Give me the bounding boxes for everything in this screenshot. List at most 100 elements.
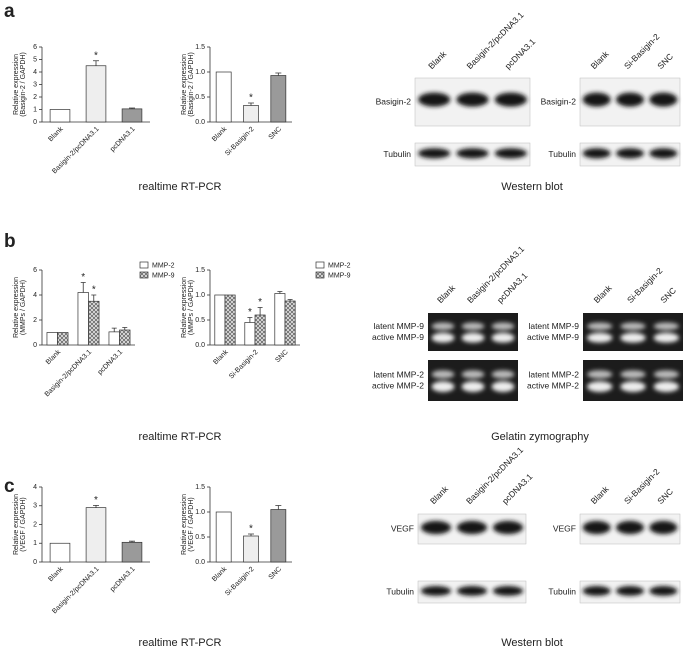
error-bar (275, 505, 282, 510)
bar (243, 535, 259, 563)
y-axis-label: (Basigin-2 / GAPDH) (188, 52, 195, 117)
significance-mark: * (249, 524, 253, 535)
bar (243, 105, 259, 123)
y-tick-label: 4 (33, 484, 37, 491)
band (582, 586, 611, 596)
bar-group (284, 300, 296, 346)
x-tick-label: Blank (211, 125, 229, 143)
band (456, 92, 489, 107)
band (492, 520, 524, 535)
bar (121, 541, 143, 563)
band (418, 148, 451, 159)
y-tick-label: 1.0 (195, 292, 205, 299)
band (582, 520, 611, 535)
y-axis-label: (VEGF / GAPDH) (188, 497, 195, 551)
y-tick-label: 0.5 (195, 317, 205, 324)
blot-row-label: latent MMP-9 (528, 321, 579, 331)
bar (46, 332, 58, 346)
lane-label: SNC (655, 51, 675, 71)
y-axis-label: Relative expression (13, 277, 20, 338)
band (587, 370, 613, 379)
y-tick-label: 3 (33, 503, 37, 510)
blot-bands (418, 148, 527, 159)
significance-mark: * (94, 50, 98, 61)
blot-bands (582, 92, 678, 107)
bar-hatch (57, 332, 69, 345)
legend-label: MMP-2 (152, 262, 175, 269)
lane-label: Blank (589, 483, 612, 506)
blot-row-label: VEGF (553, 523, 576, 533)
y-tick-label: 0.5 (195, 94, 205, 101)
bar-group (57, 332, 69, 346)
band (494, 148, 527, 159)
x-tick-label: Si-Basigin-2 (228, 349, 260, 381)
band (587, 322, 613, 331)
band (431, 332, 455, 343)
blot-bands (582, 148, 678, 159)
y-tick-label: 2 (33, 94, 37, 101)
y-axis-label: (MMPs / GAPDH) (188, 280, 195, 335)
panel-caption: realtime RT-PCR (139, 637, 222, 649)
lane-label: pcDNA3.1 (500, 471, 535, 506)
band (587, 381, 613, 392)
x-tick-label: pcDNA3.1 (109, 566, 137, 594)
band (649, 148, 678, 159)
x-tick-label: Si-Basigin-2 (224, 566, 256, 598)
band (461, 381, 485, 392)
band (620, 381, 646, 392)
blot-bands (418, 92, 527, 107)
error-bar (287, 299, 293, 301)
panel-letter: b (4, 231, 16, 252)
x-tick-label: SNC (274, 349, 289, 364)
band (491, 381, 515, 392)
blot-image (583, 360, 683, 401)
bar (121, 108, 143, 123)
bar-group (119, 329, 131, 346)
band (620, 322, 646, 331)
y-axis-label: Relative expression (181, 277, 188, 338)
band (616, 586, 644, 596)
band (620, 332, 646, 343)
legend-swatch (139, 261, 149, 269)
bar-hatch (225, 295, 236, 345)
y-tick-label: 6 (33, 267, 37, 274)
error-bar (277, 291, 283, 294)
legend-swatch-group (315, 271, 325, 279)
y-axis-label: (Basigin-2 / GAPDH) (20, 52, 27, 117)
band (649, 586, 678, 596)
y-axis-label: (MMPs / GAPDH) (20, 280, 27, 335)
y-tick-label: 0.0 (195, 342, 205, 349)
y-tick-label: 3 (33, 81, 37, 88)
lane-label: Blank (589, 48, 612, 71)
lane-label: Blank (428, 483, 451, 506)
bar (85, 65, 107, 123)
band (653, 322, 679, 331)
panel-caption: realtime RT-PCR (139, 181, 222, 193)
band (616, 148, 644, 159)
band (431, 381, 455, 392)
blot-bands (587, 322, 679, 343)
lane-label: Blank (426, 48, 449, 71)
error-bar (122, 327, 128, 330)
band (494, 92, 527, 107)
blot-row-label: Tubulin (548, 586, 576, 596)
significance-mark: * (258, 297, 262, 308)
error-bar (93, 60, 99, 66)
bar (214, 294, 226, 346)
legend-label: MMP-9 (152, 272, 175, 279)
band (649, 92, 678, 107)
y-tick-label: 2 (33, 521, 37, 528)
band (491, 370, 515, 379)
error-bar (93, 504, 99, 508)
significance-mark: * (248, 307, 252, 318)
band (616, 520, 644, 535)
band (456, 520, 488, 535)
blot-row-label: Tubulin (386, 586, 414, 596)
band (420, 586, 452, 596)
y-tick-label: 1.0 (195, 509, 205, 516)
panel-caption: Gelatin zymography (491, 431, 589, 443)
blot-row-label: active MMP-2 (527, 380, 579, 390)
band (620, 370, 646, 379)
bar (215, 71, 232, 123)
blot-image (428, 360, 518, 401)
